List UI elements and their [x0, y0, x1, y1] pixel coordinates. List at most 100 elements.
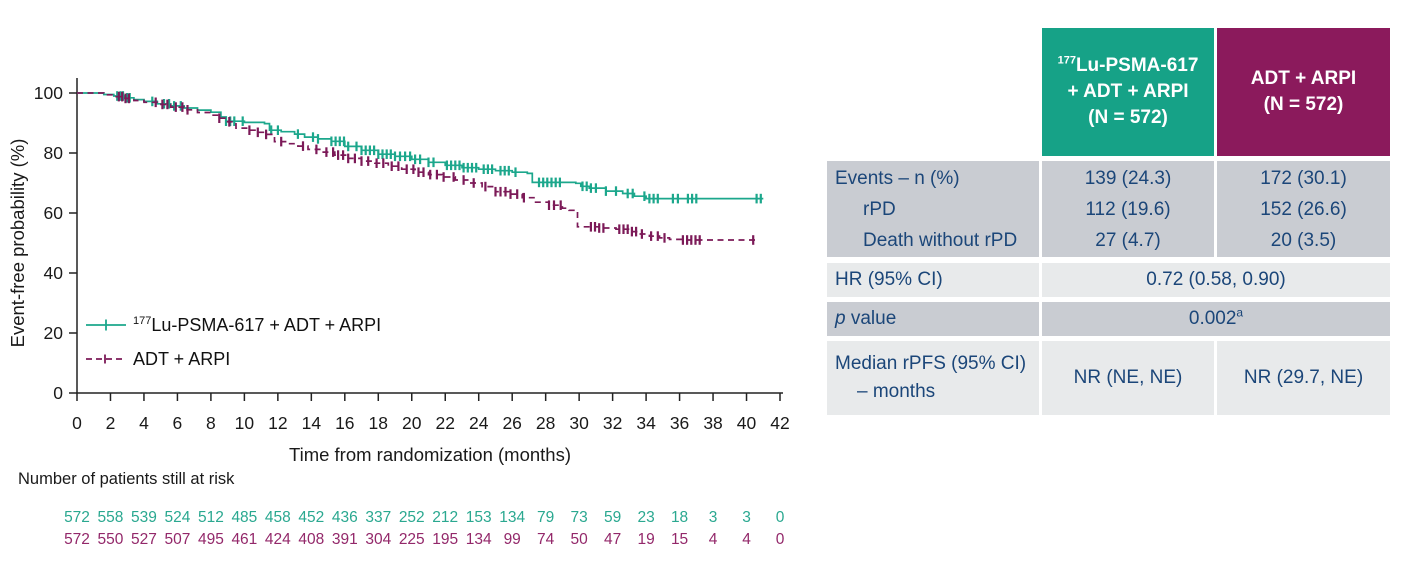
svg-text:212: 212	[432, 509, 458, 526]
svg-text:558: 558	[98, 509, 124, 526]
svg-text:10: 10	[235, 413, 255, 433]
svg-text:507: 507	[164, 531, 190, 548]
svg-text:19: 19	[637, 531, 654, 548]
svg-text:3: 3	[709, 509, 718, 526]
km-plot-area: 0 20 40 60 80 100 0 2 4 6 8 10 12 14 16 18 20 22 24 26 28 30 3…	[7, 78, 790, 548]
column-header-lu-superscript: 177	[1057, 54, 1076, 67]
svg-text:3: 3	[742, 509, 751, 526]
svg-text:34: 34	[636, 413, 656, 433]
svg-text:4: 4	[139, 413, 149, 433]
events-sublabel-rpd: rPD	[863, 199, 896, 220]
events-values-adt: 172 (30.1) 152 (26.6) 20 (3.5)	[1217, 161, 1390, 257]
svg-text:18: 18	[369, 413, 388, 433]
svg-text:436: 436	[332, 509, 358, 526]
legend-marker-dashed-icon	[86, 354, 126, 364]
svg-text:452: 452	[298, 509, 324, 526]
svg-text:80: 80	[44, 143, 64, 163]
svg-text:252: 252	[399, 509, 425, 526]
svg-text:304: 304	[365, 531, 391, 548]
svg-text:550: 550	[98, 531, 124, 548]
svg-text:50: 50	[571, 531, 589, 548]
svg-text:36: 36	[670, 413, 689, 433]
svg-text:408: 408	[298, 531, 324, 548]
svg-text:0: 0	[72, 413, 82, 433]
events-values-lu: 139 (24.3) 112 (19.6) 27 (4.7)	[1042, 161, 1214, 257]
svg-text:40: 40	[44, 263, 64, 283]
median-value-lu: NR (NE, NE)	[1042, 341, 1214, 415]
svg-text:40: 40	[737, 413, 757, 433]
legend-item-lu: 177Lu-PSMA-617 + ADT + ARPI	[86, 308, 381, 342]
svg-text:26: 26	[502, 413, 521, 433]
legend-label-lu: 177Lu-PSMA-617 + ADT + ARPI	[133, 314, 382, 335]
svg-text:134: 134	[466, 531, 492, 548]
svg-text:32: 32	[603, 413, 622, 433]
svg-text:572: 572	[64, 531, 90, 548]
svg-text:337: 337	[365, 509, 391, 526]
svg-text:38: 38	[703, 413, 722, 433]
svg-text:22: 22	[436, 413, 455, 433]
events-label: Events – n (%)	[835, 168, 960, 189]
svg-text:18: 18	[671, 509, 688, 526]
svg-text:42: 42	[770, 413, 789, 433]
y-axis-label: Event-free probability (%)	[7, 139, 28, 348]
table-row-median: Median rPFS (95% CI) – months NR (NE, NE…	[827, 341, 1393, 415]
svg-text:225: 225	[399, 531, 425, 548]
svg-text:100: 100	[34, 83, 63, 103]
table-row-hr: HR (95% CI) 0.72 (0.58, 0.90)	[827, 263, 1393, 297]
svg-text:28: 28	[536, 413, 555, 433]
events-sublabel-death: Death without rPD	[863, 230, 1018, 251]
events-label-cell: Events – n (%) rPD Death without rPD	[827, 161, 1039, 257]
at-risk-title: Number of patients still at risk	[18, 470, 235, 488]
svg-text:15: 15	[671, 531, 688, 548]
svg-text:14: 14	[302, 413, 322, 433]
at-risk-row-lu: 572 558 539 524 512 485 458 452 436 337 252 212 153 1…	[64, 509, 785, 526]
km-legend: 177Lu-PSMA-617 + ADT + ARPI ADT + ARPI	[86, 308, 381, 376]
svg-text:74: 74	[537, 531, 555, 548]
svg-text:424: 424	[265, 531, 291, 548]
svg-text:4: 4	[709, 531, 718, 548]
svg-text:0: 0	[776, 531, 785, 548]
svg-text:30: 30	[569, 413, 589, 433]
svg-text:153: 153	[466, 509, 492, 526]
hr-value-cell: 0.72 (0.58, 0.90)	[1042, 263, 1390, 297]
svg-text:391: 391	[332, 531, 358, 548]
svg-text:2: 2	[106, 413, 116, 433]
svg-text:16: 16	[335, 413, 354, 433]
svg-text:6: 6	[173, 413, 183, 433]
svg-text:0: 0	[776, 509, 785, 526]
km-curve-adt	[77, 91, 757, 245]
svg-text:60: 60	[44, 203, 64, 223]
svg-text:12: 12	[268, 413, 287, 433]
svg-text:524: 524	[164, 509, 190, 526]
median-label-cell: Median rPFS (95% CI) – months	[827, 341, 1039, 415]
km-curve-lu	[77, 91, 764, 204]
svg-text:0: 0	[53, 383, 63, 403]
legend-marker-solid-icon	[86, 319, 126, 331]
svg-text:512: 512	[198, 509, 224, 526]
svg-text:461: 461	[231, 531, 257, 548]
svg-text:8: 8	[206, 413, 216, 433]
at-risk-table: Number of patients still at risk 572 558 53…	[18, 470, 785, 548]
svg-text:539: 539	[131, 509, 157, 526]
svg-text:99: 99	[504, 531, 521, 548]
svg-text:572: 572	[64, 509, 90, 526]
hr-label-cell: HR (95% CI)	[827, 263, 1039, 297]
summary-table-header-row: 177Lu-PSMA-617 + ADT + ARPI (N = 572) AD…	[827, 28, 1393, 156]
svg-text:20: 20	[402, 413, 422, 433]
svg-text:23: 23	[637, 509, 654, 526]
column-header-adt: ADT + ARPI (N = 572)	[1217, 28, 1390, 156]
legend-label-adt: ADT + ARPI	[133, 348, 231, 369]
svg-text:73: 73	[571, 509, 588, 526]
svg-text:79: 79	[537, 509, 554, 526]
svg-text:24: 24	[469, 413, 489, 433]
pvalue-footnote-marker: a	[1236, 305, 1244, 320]
column-header-lu: 177Lu-PSMA-617 + ADT + ARPI (N = 572)	[1042, 28, 1214, 156]
svg-text:495: 495	[198, 531, 224, 548]
header-spacer	[827, 28, 1039, 156]
svg-text:485: 485	[231, 509, 257, 526]
x-axis-label: Time from randomization (months)	[289, 444, 571, 465]
svg-text:195: 195	[432, 531, 458, 548]
